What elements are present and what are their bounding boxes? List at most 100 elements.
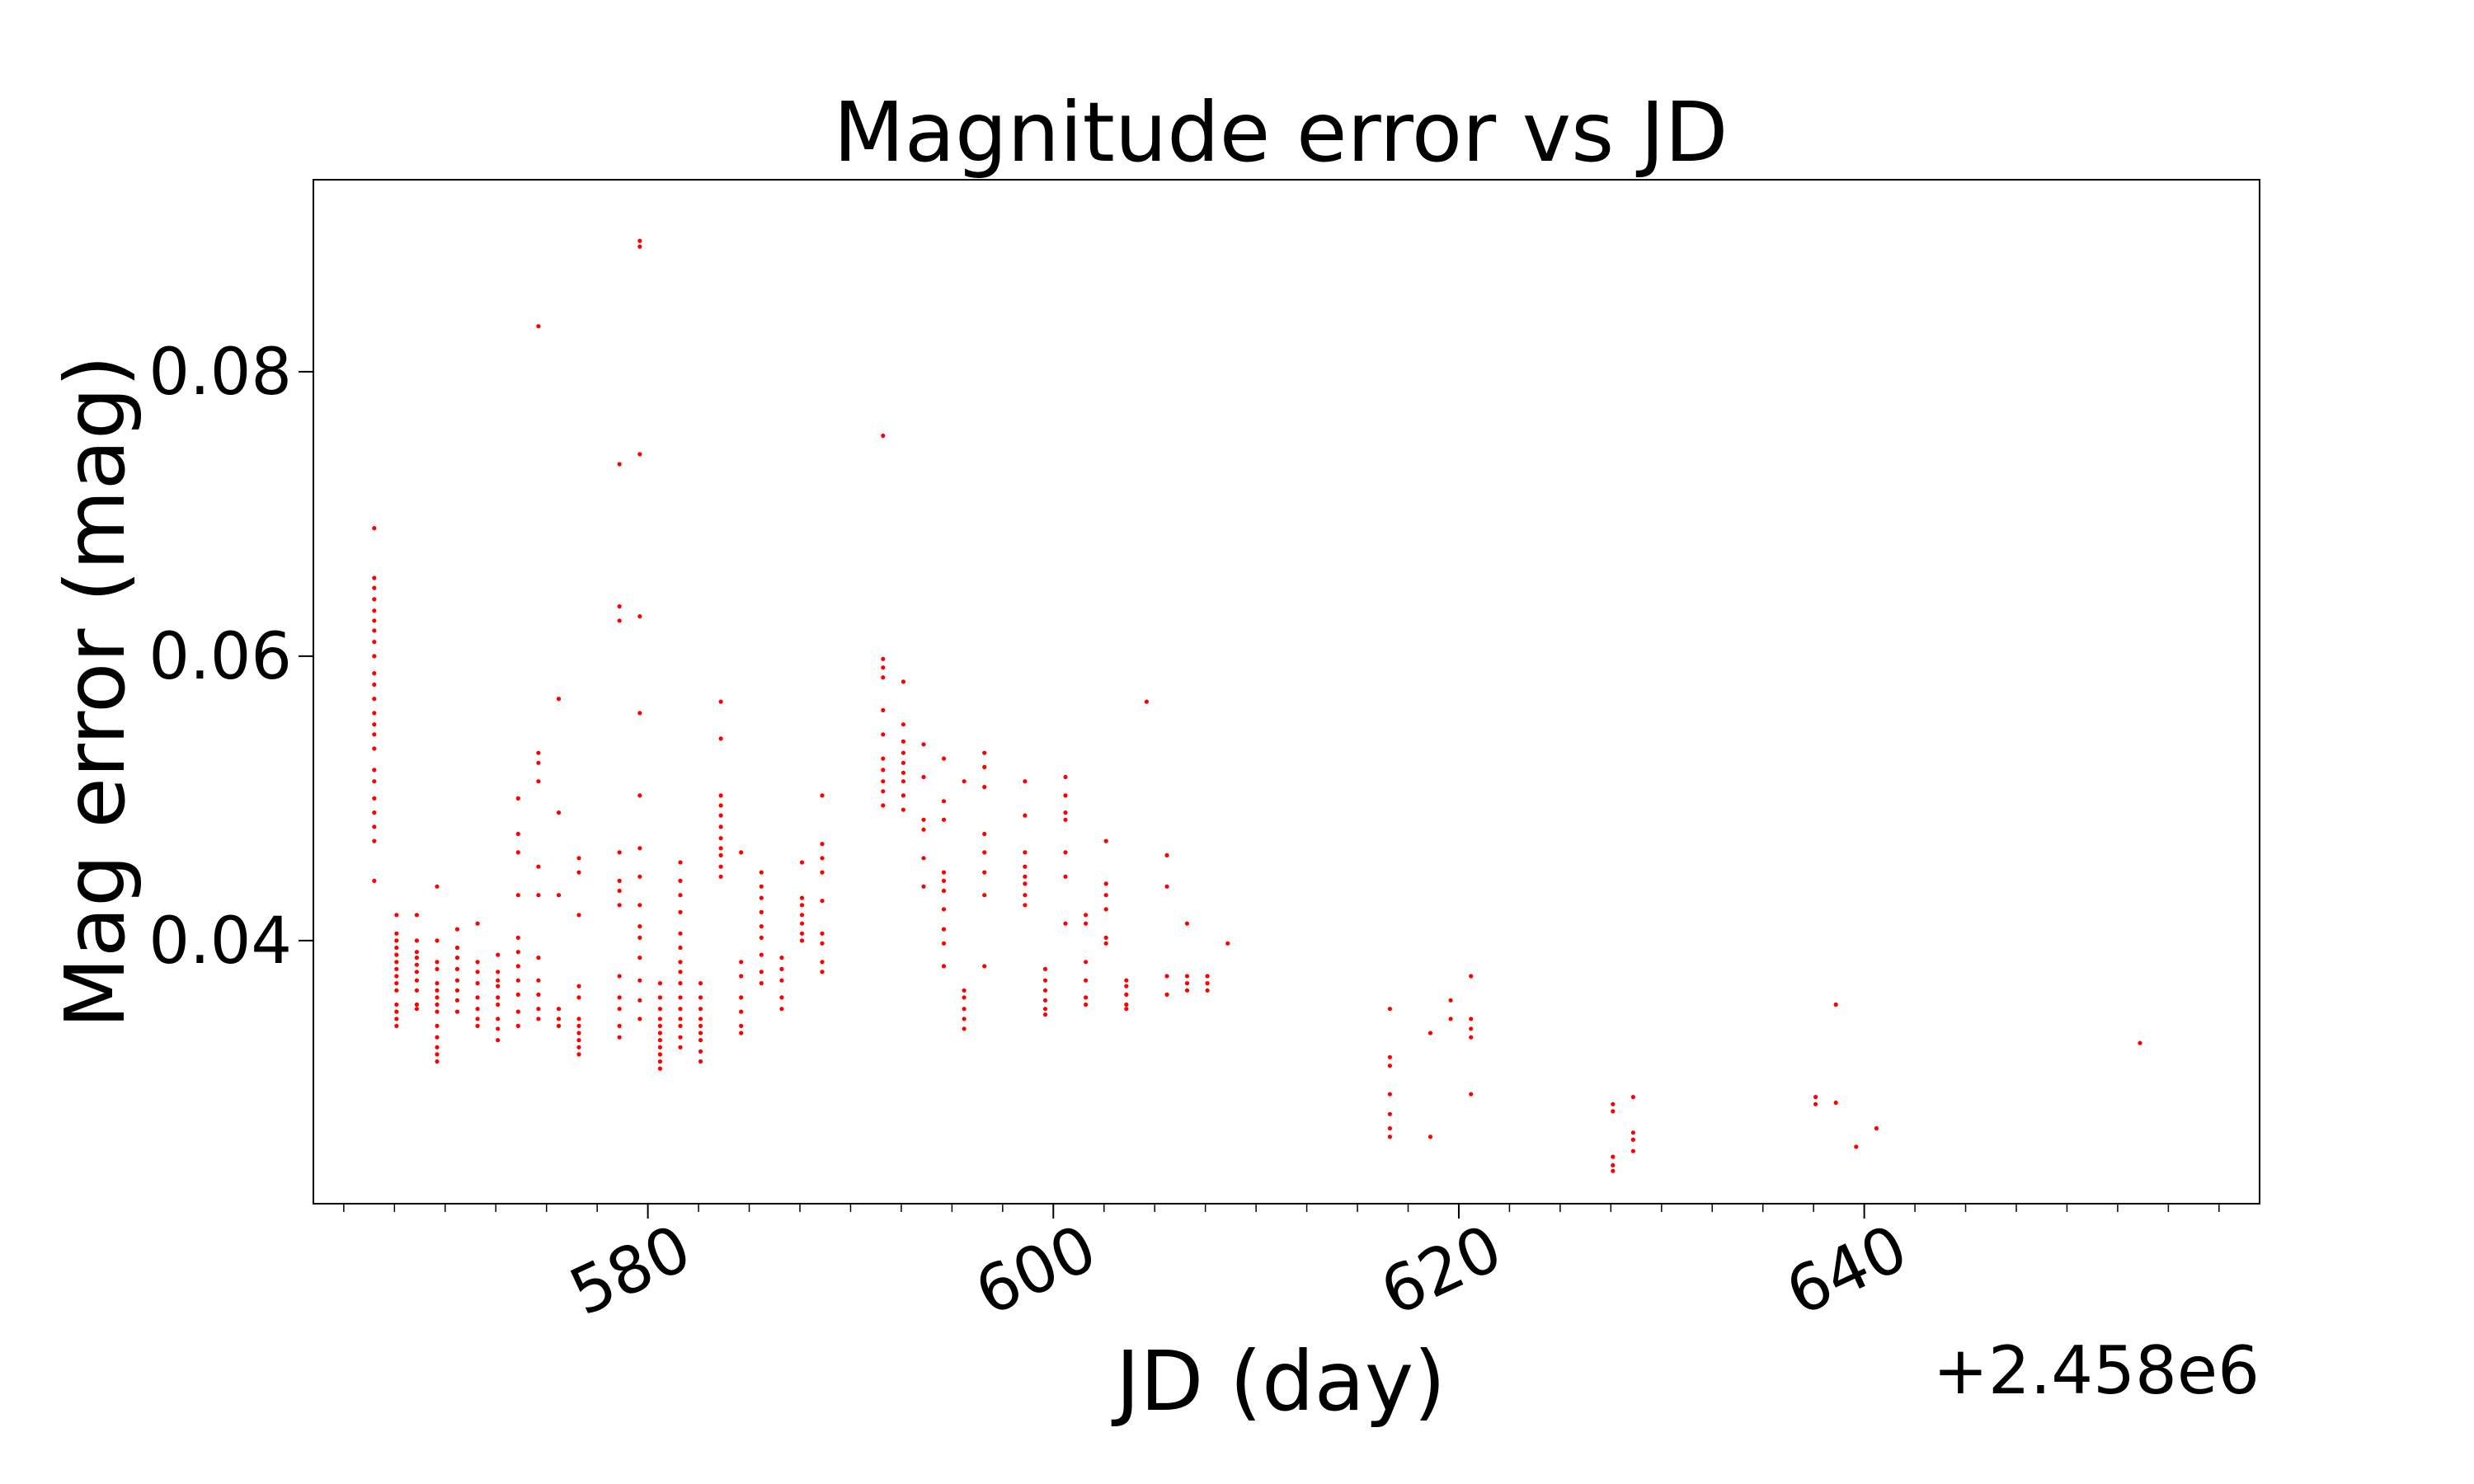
data-point <box>759 870 764 875</box>
data-point <box>1630 1148 1635 1153</box>
data-point <box>394 1017 399 1021</box>
data-point <box>1103 881 1108 886</box>
data-point <box>1448 1017 1453 1021</box>
data-point <box>394 1002 399 1007</box>
data-point <box>718 736 723 741</box>
data-point <box>901 722 905 727</box>
data-point <box>617 995 622 1000</box>
data-point <box>435 1009 440 1014</box>
data-point <box>881 803 886 808</box>
data-point <box>637 244 642 249</box>
data-point <box>1124 984 1129 989</box>
data-point <box>799 895 805 900</box>
data-point <box>1124 1002 1129 1007</box>
data-point <box>881 707 886 713</box>
data-point <box>414 978 419 983</box>
plot-frame <box>313 179 2260 1205</box>
data-point <box>718 836 723 841</box>
data-point <box>962 1007 967 1012</box>
data-point <box>657 981 663 986</box>
data-point <box>881 768 886 773</box>
data-point <box>1205 981 1210 986</box>
data-point <box>372 585 377 590</box>
data-point <box>454 998 460 1003</box>
data-point <box>799 931 805 936</box>
data-point <box>435 960 440 965</box>
x-tick-label: 620 <box>1370 1211 1512 1330</box>
data-point <box>1611 1168 1616 1173</box>
data-point <box>820 970 825 974</box>
data-point <box>1469 1035 1474 1040</box>
data-point <box>1084 913 1089 918</box>
data-point <box>1084 978 1089 983</box>
data-point <box>941 799 947 804</box>
data-point <box>454 945 460 951</box>
data-point <box>1387 1111 1392 1116</box>
data-point <box>536 1017 541 1021</box>
data-point <box>536 760 541 765</box>
data-point <box>901 779 905 784</box>
data-point <box>1042 998 1048 1003</box>
data-point <box>372 526 377 531</box>
data-point <box>941 870 947 875</box>
data-point <box>637 793 642 798</box>
y-tick-label: 0.04 <box>148 904 292 979</box>
data-point <box>435 1045 440 1050</box>
data-point <box>881 656 886 661</box>
data-point <box>1630 1095 1635 1100</box>
data-point <box>657 1045 663 1050</box>
data-point <box>881 675 886 680</box>
data-point <box>982 870 987 875</box>
data-point <box>901 739 905 744</box>
data-point <box>372 768 377 773</box>
data-point <box>556 810 562 815</box>
data-point <box>678 1007 683 1012</box>
data-point <box>394 945 399 951</box>
data-point <box>941 888 947 894</box>
data-point <box>1184 974 1190 979</box>
x-axis: 580 600 620 640 <box>343 1204 2220 1331</box>
data-point <box>941 878 947 883</box>
data-point <box>799 860 805 865</box>
data-point <box>718 846 723 851</box>
data-point <box>475 1007 480 1012</box>
data-point <box>454 966 460 971</box>
data-point <box>1874 1126 1879 1131</box>
data-point <box>556 893 562 898</box>
data-point <box>414 970 419 974</box>
data-point <box>962 988 967 993</box>
data-point <box>394 952 399 957</box>
data-point <box>394 913 399 918</box>
data-point <box>1023 903 1028 908</box>
data-point <box>576 1017 581 1021</box>
data-point <box>678 860 683 865</box>
data-point <box>678 1017 683 1021</box>
data-point <box>496 995 501 1000</box>
data-point <box>1813 1095 1818 1100</box>
data-point <box>576 1038 581 1043</box>
data-point <box>372 732 377 737</box>
data-point <box>515 964 520 969</box>
data-point <box>881 732 886 737</box>
data-point <box>454 988 460 993</box>
data-point <box>414 988 419 993</box>
data-point <box>1448 998 1453 1003</box>
data-point <box>576 984 581 989</box>
y-axis: 0.04 0.06 0.08 <box>148 336 313 979</box>
x-tick-label: 580 <box>559 1211 702 1330</box>
data-point <box>1084 1002 1089 1007</box>
data-point <box>515 978 520 983</box>
data-point <box>718 813 723 818</box>
data-point <box>576 913 581 918</box>
data-point <box>1042 966 1048 971</box>
data-point <box>372 608 377 613</box>
data-point <box>536 1007 541 1012</box>
data-point <box>1611 1109 1616 1114</box>
data-point <box>475 921 480 926</box>
data-point <box>820 856 825 861</box>
data-point <box>372 654 377 659</box>
data-point <box>475 970 480 974</box>
data-point <box>901 679 905 684</box>
data-point <box>496 1038 501 1043</box>
